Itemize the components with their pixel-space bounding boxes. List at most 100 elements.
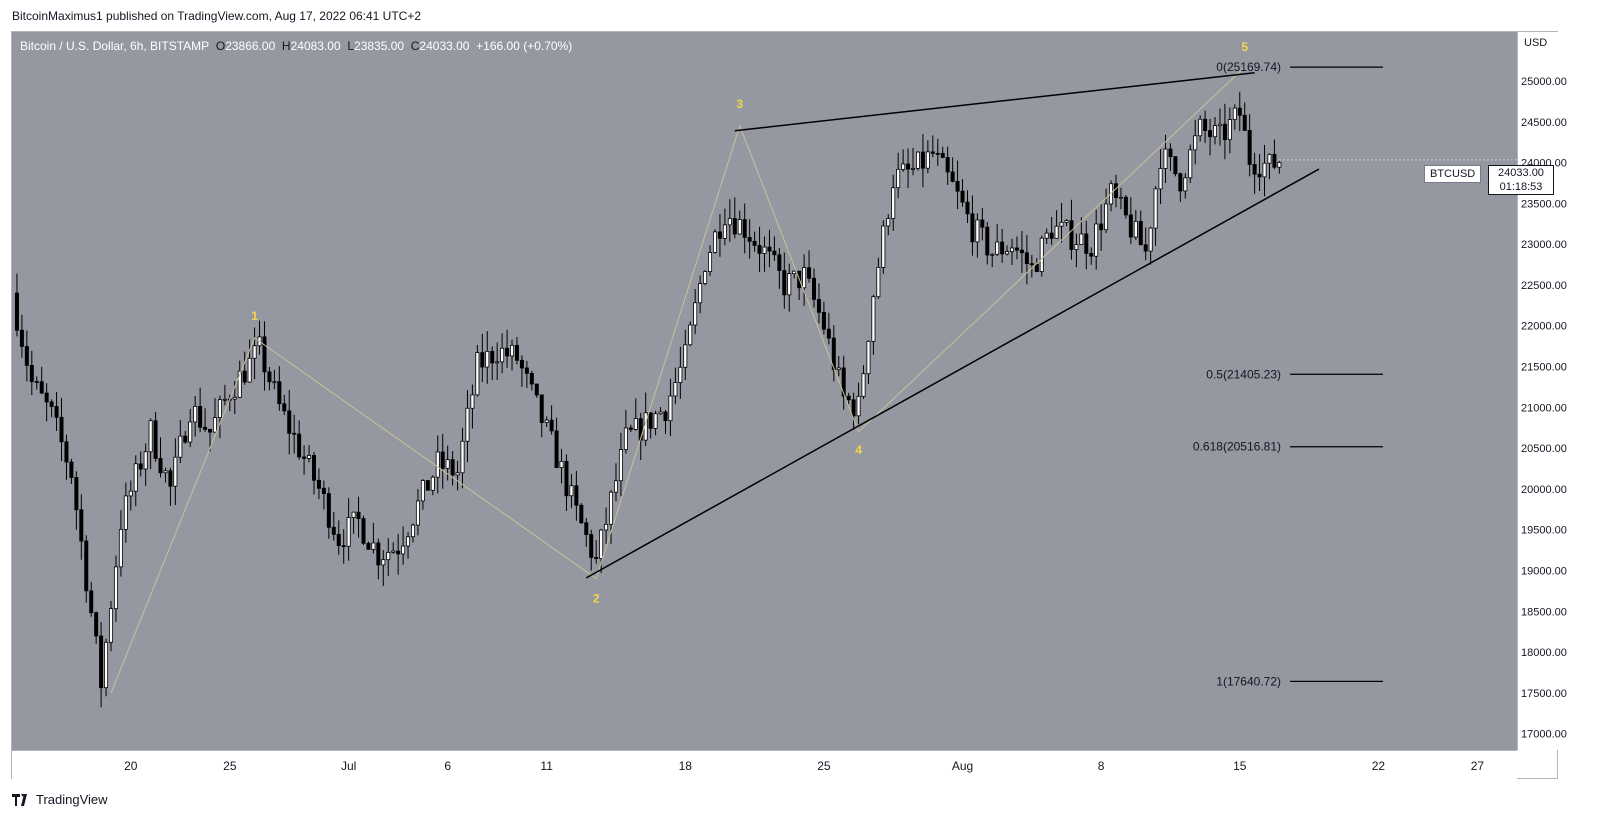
candle-body bbox=[272, 381, 277, 384]
candle-body bbox=[1049, 232, 1054, 239]
candle-body bbox=[970, 213, 975, 243]
tradingview-logo-icon bbox=[12, 793, 27, 806]
candle-body bbox=[406, 536, 411, 547]
candle-body bbox=[891, 187, 896, 219]
candle-body bbox=[1094, 223, 1099, 257]
candle-body bbox=[915, 151, 920, 169]
candle-body bbox=[331, 526, 336, 535]
candle-body bbox=[876, 266, 881, 298]
candle-body bbox=[485, 350, 490, 368]
candle-body bbox=[673, 382, 678, 397]
candle-body bbox=[663, 411, 668, 422]
candle-body bbox=[534, 383, 539, 396]
candle-body bbox=[346, 517, 351, 547]
candle-body bbox=[609, 491, 614, 525]
candle-body bbox=[64, 441, 69, 463]
candle-body bbox=[1222, 123, 1227, 141]
footer-branding[interactable]: TradingView bbox=[12, 792, 108, 807]
candle-body bbox=[1262, 162, 1267, 178]
plot-area[interactable] bbox=[12, 32, 1517, 750]
candle-body bbox=[475, 352, 480, 396]
y-tick-label: 25000.00 bbox=[1521, 76, 1567, 88]
candle-body bbox=[668, 395, 673, 422]
candle-body bbox=[1217, 123, 1222, 127]
candle-body bbox=[1039, 237, 1044, 272]
candle-body bbox=[925, 151, 930, 169]
candle-body bbox=[1213, 125, 1218, 138]
fib-level-label: 1(17640.72) bbox=[1216, 674, 1281, 688]
candle-body bbox=[109, 608, 114, 643]
candle-body bbox=[1237, 107, 1242, 116]
candle-body bbox=[1079, 233, 1084, 245]
candle-body bbox=[386, 551, 391, 561]
candle-body bbox=[391, 550, 396, 553]
wedge-upper-line bbox=[734, 72, 1255, 132]
candle-body bbox=[356, 511, 361, 519]
candle-body bbox=[688, 324, 693, 346]
candle-body bbox=[440, 451, 445, 469]
candle-body bbox=[133, 463, 138, 492]
candle-body bbox=[1143, 244, 1148, 252]
footer-brand-text: TradingView bbox=[36, 792, 108, 807]
legend-low-label: L bbox=[347, 39, 355, 53]
candle-body bbox=[217, 399, 222, 418]
fib-level-label: 0.5(21405.23) bbox=[1206, 367, 1281, 381]
candle-body bbox=[1133, 221, 1138, 238]
x-tick-labels: 20 25 Jul 6 11 18 25 Aug 8 15 22 27 bbox=[124, 759, 1484, 773]
candle-body bbox=[302, 456, 307, 459]
candle-body bbox=[658, 411, 663, 415]
candle-body bbox=[193, 405, 198, 423]
legend-close-label: C bbox=[410, 39, 420, 53]
candle-body bbox=[173, 456, 178, 487]
candle-body bbox=[49, 401, 54, 407]
candle-body bbox=[381, 559, 386, 566]
candle-body bbox=[1074, 244, 1079, 250]
y-tick-label: 22000.00 bbox=[1521, 321, 1567, 333]
candle-body bbox=[841, 367, 846, 397]
candle-body bbox=[767, 246, 772, 252]
candle-body bbox=[871, 296, 876, 342]
price-axis[interactable] bbox=[1517, 32, 1558, 750]
candle-body bbox=[465, 407, 470, 442]
x-tick-label: 6 bbox=[444, 759, 451, 773]
legend-close-value: 24033.00 bbox=[419, 39, 470, 53]
candle-body bbox=[84, 540, 89, 592]
time-axis[interactable] bbox=[12, 750, 1517, 779]
candle-body bbox=[762, 246, 767, 254]
candle-body bbox=[262, 336, 267, 373]
candle-body bbox=[123, 495, 128, 530]
candle-body bbox=[816, 299, 821, 313]
candle-body bbox=[128, 490, 133, 497]
x-tick-label: 25 bbox=[817, 759, 831, 773]
candle-body bbox=[1153, 188, 1158, 229]
candle-body bbox=[628, 427, 633, 430]
candle-body bbox=[1188, 149, 1193, 179]
candle-body bbox=[995, 241, 1000, 255]
y-tick-label: 21500.00 bbox=[1521, 362, 1567, 374]
candle-body bbox=[104, 641, 109, 689]
y-tick-label: 19000.00 bbox=[1521, 566, 1567, 578]
candle-body bbox=[232, 396, 237, 400]
candle-body bbox=[490, 350, 495, 364]
candle-body bbox=[287, 410, 292, 434]
candle-body bbox=[514, 344, 519, 361]
candle-body bbox=[861, 373, 866, 397]
candle-body bbox=[168, 470, 173, 487]
candle-body bbox=[99, 635, 104, 689]
candle-body bbox=[945, 157, 950, 173]
candle-body bbox=[792, 270, 797, 275]
candle-body bbox=[1198, 118, 1203, 137]
candle-body bbox=[1019, 249, 1024, 254]
candle-body bbox=[777, 254, 782, 271]
wave-label: 2 bbox=[593, 592, 600, 606]
candle-body bbox=[901, 163, 906, 170]
y-tick-label: 18500.00 bbox=[1521, 606, 1567, 618]
x-tick-label: Jul bbox=[341, 759, 356, 773]
candle-body bbox=[316, 479, 321, 489]
x-tick-label: 8 bbox=[1098, 759, 1105, 773]
candle-body bbox=[1034, 263, 1039, 272]
candle-body bbox=[321, 487, 326, 494]
candle-body bbox=[307, 455, 312, 459]
candle-body bbox=[178, 435, 183, 458]
x-tick-label: 11 bbox=[540, 759, 553, 773]
